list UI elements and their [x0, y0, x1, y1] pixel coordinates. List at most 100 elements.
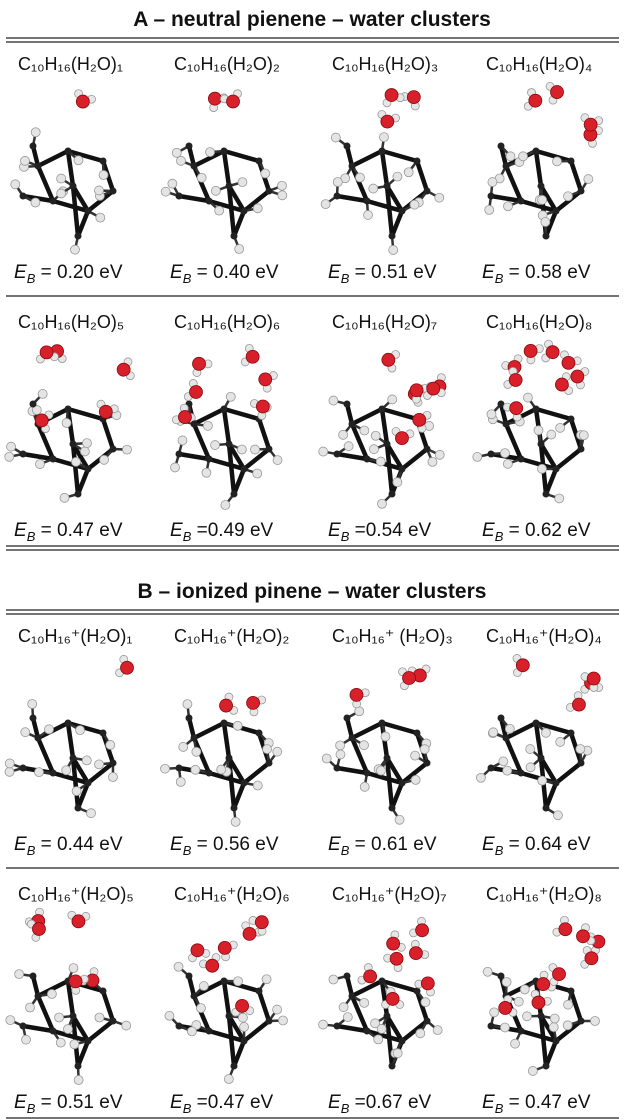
carbon [110, 1018, 117, 1025]
hydrogen [344, 442, 353, 451]
hydrogen [553, 157, 562, 166]
hydrogen [377, 499, 386, 508]
hydrogen [31, 128, 40, 137]
hydrogen [74, 1075, 83, 1084]
hydrogen [523, 393, 532, 402]
formula: C₁₀H₁₆⁺(H₂O)₅ [18, 884, 134, 904]
hydrogen [504, 202, 513, 211]
carbon [568, 988, 575, 995]
hydrogen [369, 184, 378, 193]
carbon [538, 1013, 545, 1020]
hydrogen [221, 501, 230, 510]
carbon [241, 208, 248, 215]
carbon [503, 421, 510, 428]
carbon [364, 1028, 371, 1035]
cluster-cell: C₁₀H₁₆⁺(H₂O)₂EB = 0.56 eV [161, 626, 290, 858]
hydrogen [95, 760, 104, 769]
bond [234, 783, 244, 808]
cluster-cell: C₁₀H₁₆(H₂O)₂EB = 0.40 eV [161, 54, 287, 286]
energy-subscript: B [341, 843, 350, 858]
bond [352, 723, 382, 738]
hydrogen [564, 1000, 573, 1009]
oxygen [427, 382, 440, 395]
hydrogen [550, 1014, 559, 1023]
hydrogen [584, 175, 593, 184]
oxygen [387, 937, 400, 950]
hydrogen [483, 967, 492, 976]
carbon [30, 143, 37, 150]
hydrogen [35, 460, 44, 469]
carbon [191, 993, 198, 1000]
formula: C₁₀H₁₆(H₂O)₆ [174, 312, 280, 332]
molecule-structure [319, 917, 443, 1069]
energy-value: =0.54 eV [349, 520, 431, 541]
hydrogen [71, 457, 80, 466]
hydrogen [80, 447, 89, 456]
carbon [70, 1013, 77, 1020]
hydrogen [377, 1024, 386, 1033]
binding-energy: EB =0.49 eV [170, 520, 274, 544]
energy-subscript: B [27, 271, 36, 286]
carbon [334, 1023, 341, 1030]
bond [536, 151, 541, 186]
carbon [424, 760, 431, 767]
oxygen [584, 118, 597, 131]
carbon [75, 491, 82, 498]
hydrogen [336, 750, 345, 759]
energy-value: = 0.47 eV [503, 1092, 590, 1113]
bond [224, 723, 229, 758]
hydrogen [47, 989, 56, 998]
carbon [533, 720, 540, 727]
hydrogen [553, 811, 562, 820]
hydrogen [172, 148, 181, 157]
binding-energy: EB = 0.47 eV [14, 520, 123, 544]
energy-symbol: E [14, 1092, 27, 1113]
bond [337, 454, 367, 459]
hydrogen [381, 732, 390, 741]
hydrogen [526, 745, 535, 754]
hydrogen [176, 777, 185, 786]
carbon [266, 760, 273, 767]
carbon [226, 755, 233, 762]
oxygen [246, 350, 259, 363]
bond [506, 166, 521, 201]
bond [224, 409, 229, 444]
hydrogen [191, 765, 200, 774]
bond [546, 783, 556, 808]
hydrogen [331, 133, 340, 142]
hydrogen [435, 193, 444, 202]
molecule-structure [485, 82, 603, 239]
oxygen [220, 699, 233, 712]
carbon [344, 143, 351, 150]
hydrogen [95, 186, 104, 195]
hydrogen [233, 721, 242, 730]
hydrogen [273, 747, 282, 756]
carbon [206, 456, 213, 463]
carbon [364, 456, 371, 463]
carbon [384, 441, 391, 448]
cluster-cell: C₁₀H₁₆⁺(H₂O)₄EB = 0.64 eV [476, 626, 602, 858]
energy-subscript: B [495, 843, 504, 858]
hydrogen [203, 421, 212, 430]
carbon [488, 1023, 495, 1030]
binding-energy: EB = 0.62 eV [482, 520, 591, 544]
oxygen [587, 672, 600, 685]
oxygen [255, 916, 268, 929]
hydrogen [122, 1021, 131, 1030]
hydrogen [591, 1017, 600, 1026]
molecule-structure [165, 916, 288, 1084]
hydrogen [433, 1026, 442, 1035]
hydrogen [404, 168, 413, 177]
hydrogen [411, 751, 420, 760]
carbon [30, 973, 37, 980]
hydrogen [360, 782, 369, 791]
carbon [110, 446, 117, 453]
carbon [241, 780, 248, 787]
oxygen [381, 115, 394, 128]
cluster-cell: C₁₀H₁₆(H₂O)₆ EB =0.49 eV [170, 312, 282, 544]
bond [382, 151, 387, 186]
bond [382, 723, 417, 733]
oxygen [259, 373, 272, 386]
carbon [206, 770, 213, 777]
formula: C₁₀H₁₆(H₂O)₄ [486, 54, 592, 74]
